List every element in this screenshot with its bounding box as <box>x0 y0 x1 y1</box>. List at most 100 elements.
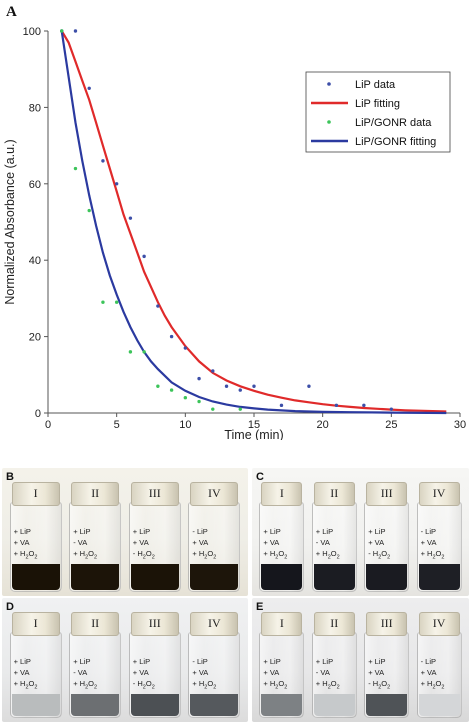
lip-gonr-data-point <box>197 399 201 404</box>
x-tick-label: 10 <box>179 419 191 431</box>
vial: I + LiP + VA + H2O2 <box>259 612 305 718</box>
vial-condition-line: + H2O2 <box>315 679 340 691</box>
lip-gonr-data-point <box>60 29 64 33</box>
vial-cap: III <box>366 482 408 506</box>
vial-condition-label: + LiP - VA + H2O2 <box>315 656 355 691</box>
chart-legend: LiP data LiP fitting LiP/GONR data LiP/GONR… <box>305 71 451 153</box>
vial-condition-line: + H2O2 <box>73 679 98 691</box>
vial-condition-line: + LiP <box>132 657 151 666</box>
vial-condition-line: - VA <box>73 668 88 677</box>
vial-glass <box>69 632 122 718</box>
vial-condition-line: + VA <box>263 668 280 677</box>
vial: I + LiP + VA + H2O2 <box>9 612 62 718</box>
vial-glass <box>311 502 357 592</box>
vial-condition-label: + LiP + VA - H2O2 <box>368 526 407 561</box>
vial-condition-line: + LiP <box>132 527 151 536</box>
vial-cap-label: I <box>279 616 284 630</box>
vial-glass <box>259 632 305 718</box>
lip-data-point <box>114 182 119 186</box>
vial-cap-label: IV <box>208 616 221 630</box>
vial-condition-line: + LiP <box>315 527 334 536</box>
vial: I + LiP + VA + H2O2 <box>259 482 305 592</box>
lip-gonr-data-point <box>73 166 78 171</box>
vial-liquid <box>130 564 179 590</box>
vial-liquid <box>11 564 60 590</box>
vial-liquid <box>71 694 120 716</box>
lip-data-point <box>238 388 242 392</box>
y-tick-label: 40 <box>29 255 41 267</box>
vial: IV - LiP + VA + H2O2 <box>416 482 462 592</box>
lip-gonr-fitting-line <box>60 30 447 415</box>
lip-data-legend-label: LiP data <box>355 79 396 91</box>
vial-cap: II <box>71 482 120 506</box>
vial-condition-line: + LiP <box>368 527 386 536</box>
vial-liquid <box>418 564 460 590</box>
vial-condition-line: + H2O2 <box>13 679 38 691</box>
chart-axes: 0 5 10 15 20 25 30 0 20 40 60 80 100 <box>23 26 466 431</box>
vial-liquid <box>11 694 60 716</box>
lip-gonr-data-legend-label: LiP/GONR data <box>355 117 432 129</box>
lip-gonr-data-point <box>142 350 146 354</box>
vial-condition-line: + VA <box>368 668 385 677</box>
y-tick-label: 20 <box>29 332 41 344</box>
vial-condition-label: + LiP + VA + H2O2 <box>13 656 60 691</box>
lip-gonr-data-point <box>87 208 91 213</box>
vial-condition-line: - LiP <box>192 657 208 666</box>
vial-condition-line: + VA <box>192 668 209 677</box>
lip-data-point <box>252 384 256 388</box>
lip-data-point <box>183 346 188 350</box>
vial-condition-label: + LiP + VA + H2O2 <box>13 526 60 561</box>
vial-cap: I <box>11 482 60 506</box>
vial-condition-line: + VA <box>263 538 280 547</box>
vial-liquid <box>71 564 120 590</box>
vial-glass <box>9 632 62 718</box>
vial-condition-line: + LiP <box>263 657 281 666</box>
panel-letter: C <box>256 471 264 483</box>
lip-data-point <box>87 86 91 91</box>
vial-condition-line: + H2O2 <box>315 549 340 561</box>
lip-data-point <box>389 407 394 411</box>
vial-cap: IV <box>190 612 239 636</box>
lip-gonr-data-point <box>211 407 215 411</box>
vial-condition-label: - LiP + VA + H2O2 <box>420 526 460 561</box>
absorbance-decay-chart: A 0 5 10 15 20 25 30 0 20 40 60 80 100 Time (min) No… <box>3 4 466 440</box>
y-tick-label: 60 <box>29 179 41 191</box>
vial-condition-line: + H2O2 <box>420 549 445 561</box>
vial-condition-label: + LiP + VA - H2O2 <box>132 526 179 561</box>
vial: IV - LiP + VA + H2O2 <box>188 612 241 718</box>
vial: I + LiP + VA + H2O2 <box>9 482 62 592</box>
vial: IV - LiP + VA + H2O2 <box>188 482 241 592</box>
lip-gonr-data-point <box>114 300 119 304</box>
vial-cap: II <box>313 612 355 636</box>
lip-gonr-data-point <box>128 350 133 354</box>
vial-condition-line: + H2O2 <box>13 549 38 561</box>
vial-cap: II <box>71 612 120 636</box>
lip-gonr-data-point <box>156 384 160 388</box>
panel-letter: E <box>256 601 264 613</box>
vial-condition-label: + LiP + VA + H2O2 <box>263 656 302 691</box>
vial-cap: III <box>366 612 408 636</box>
vial-cap: IV <box>418 612 460 636</box>
panel-letter: D <box>6 601 14 613</box>
vial-liquid <box>418 694 460 716</box>
vial-condition-label: + LiP - VA + H2O2 <box>73 656 119 691</box>
x-tick-label: 25 <box>385 419 397 431</box>
vial-condition-line: - VA <box>315 538 330 547</box>
vial-condition-line: + LiP <box>13 527 31 536</box>
panel-a-label: A <box>6 4 17 20</box>
photo-panel-e: E I + LiP + VA + H2O2 II + LiP - VA + H2O2 III + L… <box>252 598 469 722</box>
vial-glass <box>69 502 122 592</box>
vial: II + LiP - VA + H2O2 <box>311 482 357 592</box>
vial-glass <box>364 632 410 718</box>
vial-condition-line: + VA <box>368 538 385 547</box>
vial-liquid <box>366 564 408 590</box>
vial-liquid <box>261 564 303 590</box>
vial-condition-line: + LiP <box>73 657 91 666</box>
lip-gonr-data-point <box>183 396 188 400</box>
vial-condition-line: - VA <box>73 538 88 547</box>
vial-condition-line: - H2O2 <box>132 679 155 691</box>
vial-condition-line: - LiP <box>420 527 437 536</box>
vial-condition-line: + H2O2 <box>192 679 217 691</box>
photo-panel-c: C I + LiP + VA + H2O2 II + LiP - VA + H2O2 III + L… <box>252 468 469 596</box>
vial: IV - LiP + VA + H2O2 <box>416 612 462 718</box>
